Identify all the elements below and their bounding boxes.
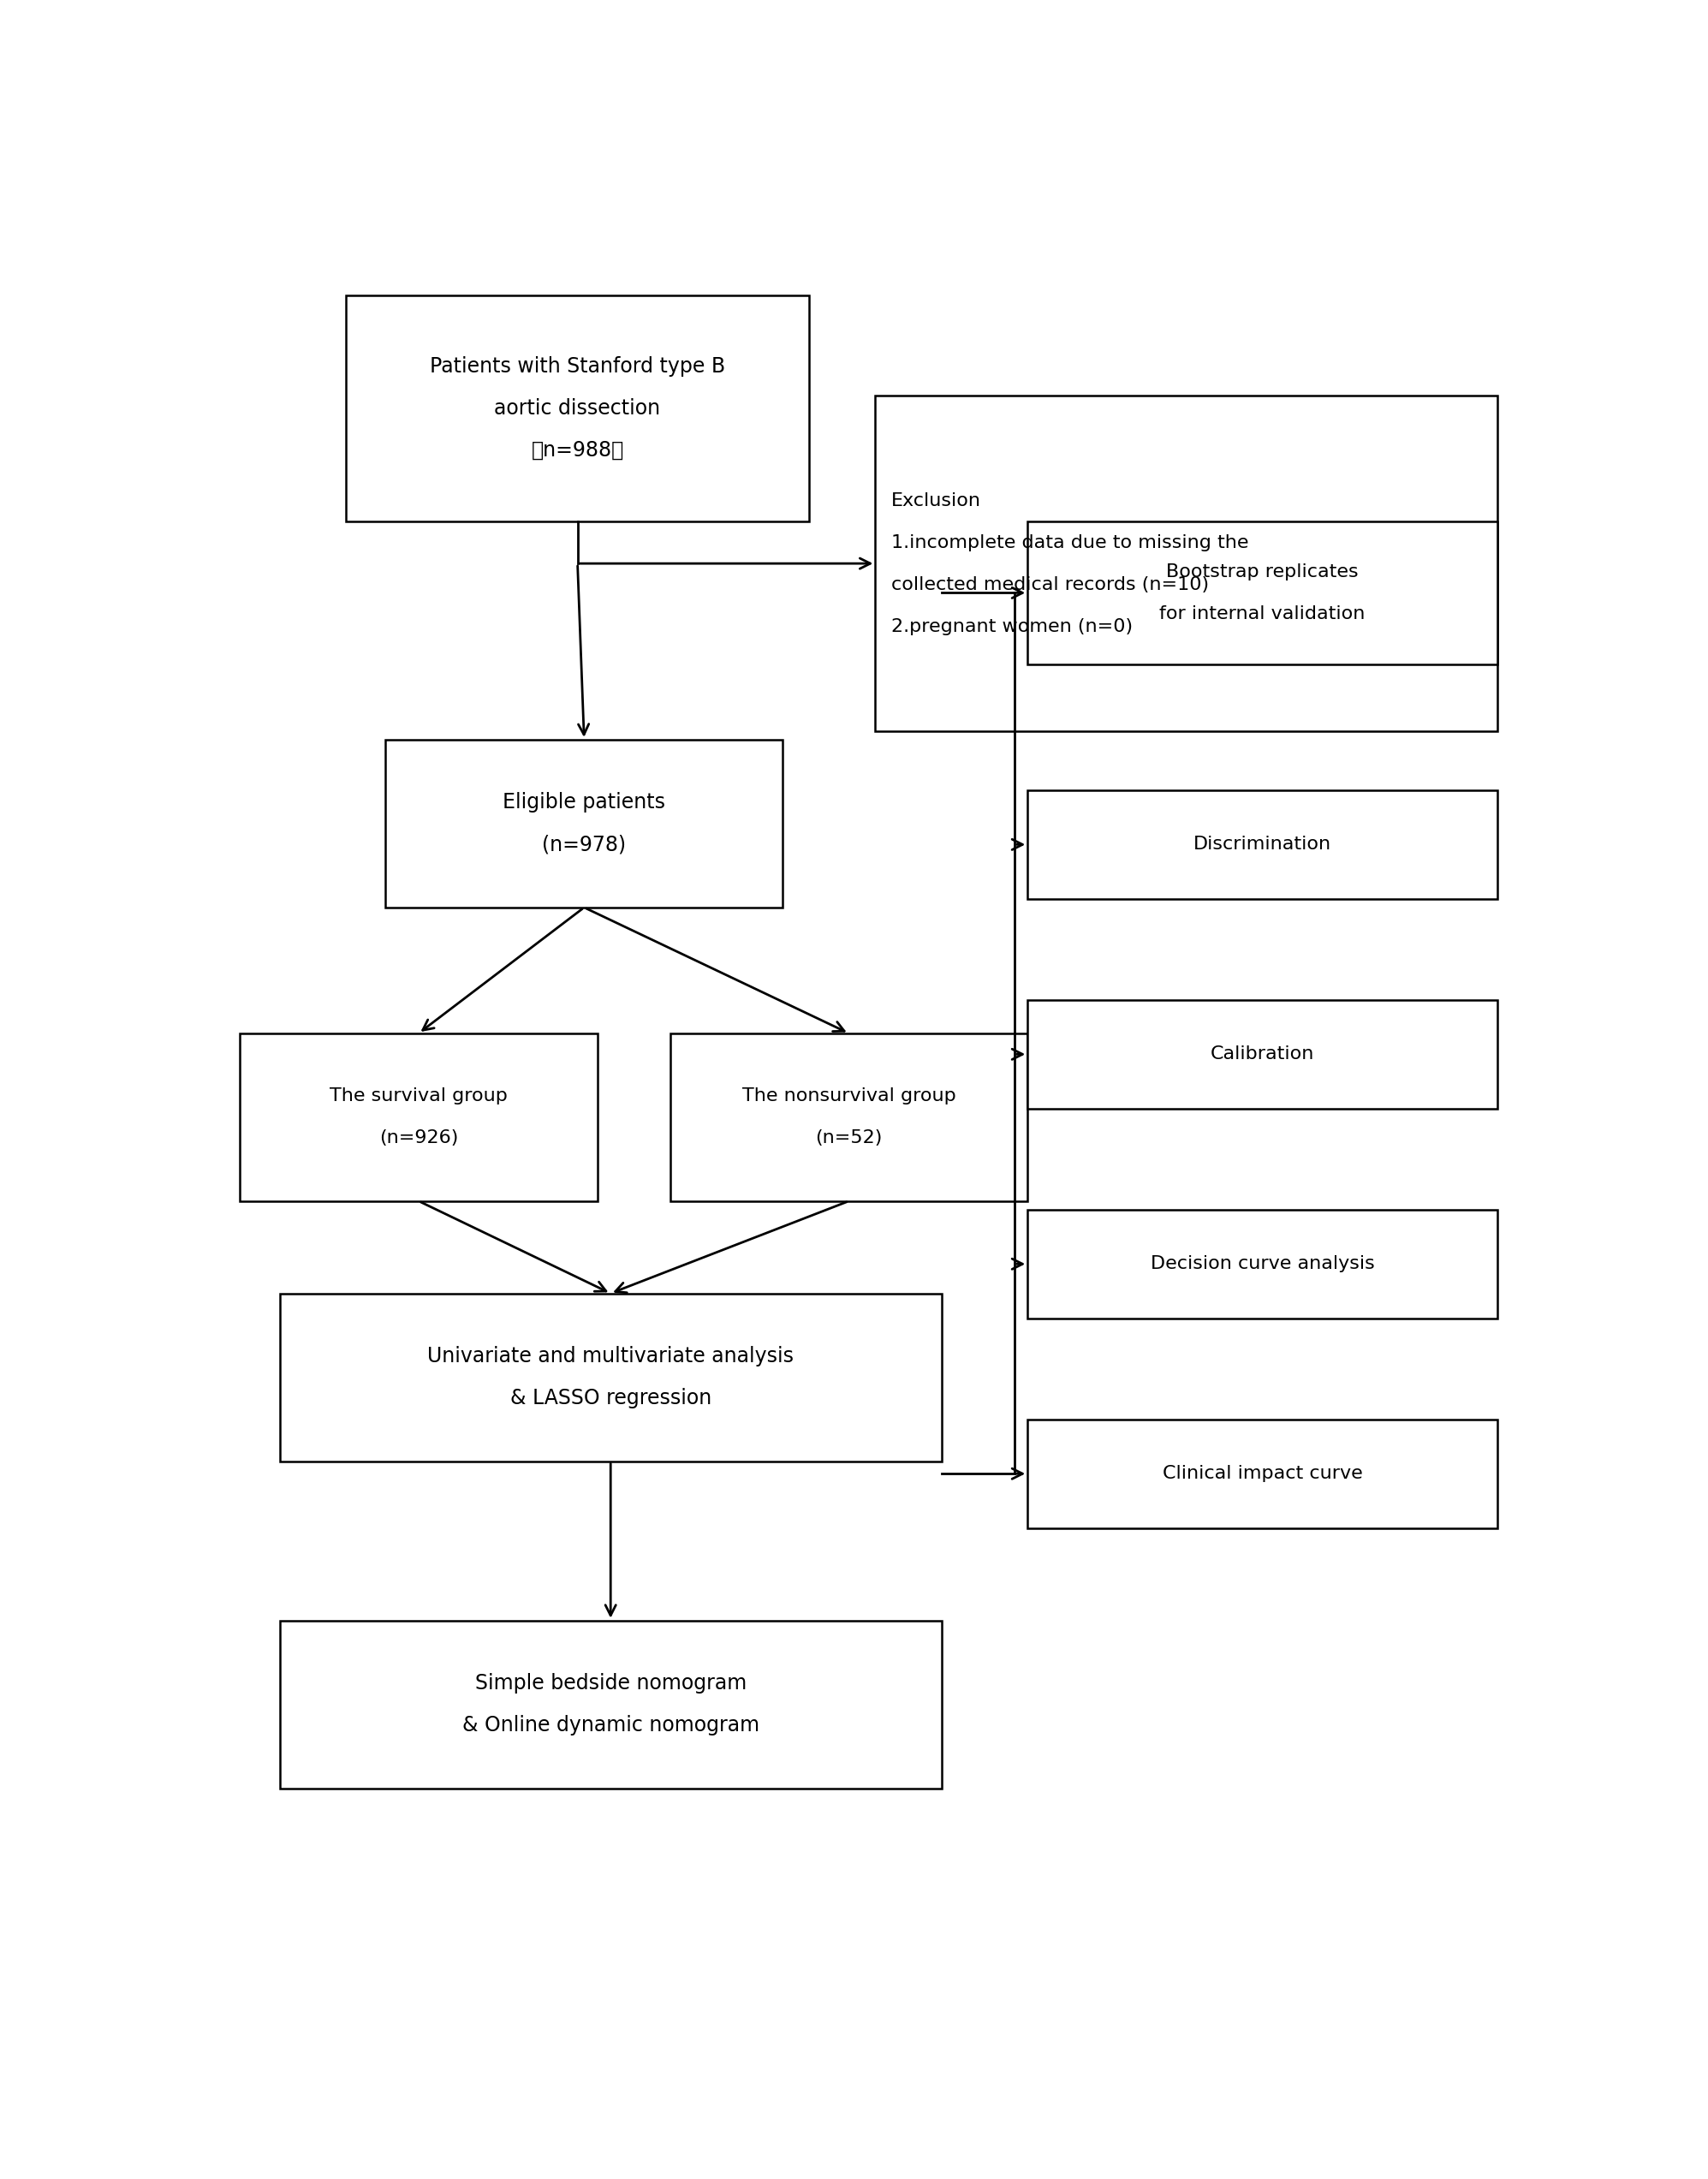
Text: Bootstrap replicates: Bootstrap replicates bbox=[1167, 564, 1358, 580]
FancyBboxPatch shape bbox=[1028, 1000, 1498, 1109]
Text: Patients with Stanford type B: Patients with Stanford type B bbox=[430, 355, 726, 377]
FancyBboxPatch shape bbox=[239, 1033, 598, 1201]
FancyBboxPatch shape bbox=[670, 1033, 1028, 1201]
Text: Simple bedside nomogram: Simple bedside nomogram bbox=[475, 1673, 746, 1693]
Text: Calibration: Calibration bbox=[1211, 1046, 1315, 1063]
Text: for internal validation: for internal validation bbox=[1160, 606, 1365, 623]
Text: The survival group: The survival group bbox=[330, 1087, 507, 1105]
Text: Eligible patients: Eligible patients bbox=[502, 793, 666, 813]
Text: Decision curve analysis: Decision curve analysis bbox=[1151, 1255, 1375, 1273]
Text: Clinical impact curve: Clinical impact curve bbox=[1163, 1464, 1363, 1482]
FancyBboxPatch shape bbox=[874, 397, 1498, 732]
FancyBboxPatch shape bbox=[1028, 1209, 1498, 1318]
Text: The nonsurvival group: The nonsurvival group bbox=[741, 1087, 956, 1105]
FancyBboxPatch shape bbox=[345, 294, 810, 521]
Text: (n=978): (n=978) bbox=[541, 835, 627, 854]
Text: Exclusion: Exclusion bbox=[892, 492, 980, 510]
Text: 2.pregnant women (n=0): 2.pregnant women (n=0) bbox=[892, 619, 1132, 634]
Text: （n=988）: （n=988） bbox=[531, 440, 623, 460]
Text: & Online dynamic nomogram: & Online dynamic nomogram bbox=[463, 1715, 758, 1737]
Text: (n=926): (n=926) bbox=[379, 1129, 458, 1146]
FancyBboxPatch shape bbox=[386, 739, 782, 906]
Text: & LASSO regression: & LASSO regression bbox=[511, 1388, 711, 1408]
FancyBboxPatch shape bbox=[1028, 521, 1498, 665]
FancyBboxPatch shape bbox=[1028, 791, 1498, 900]
Text: 1.incomplete data due to missing the: 1.incomplete data due to missing the bbox=[892, 534, 1249, 551]
FancyBboxPatch shape bbox=[1028, 1419, 1498, 1527]
FancyBboxPatch shape bbox=[280, 1294, 941, 1462]
Text: (n=52): (n=52) bbox=[815, 1129, 883, 1146]
Text: Discrimination: Discrimination bbox=[1194, 837, 1332, 854]
Text: aortic dissection: aortic dissection bbox=[494, 399, 661, 418]
Text: Univariate and multivariate analysis: Univariate and multivariate analysis bbox=[427, 1347, 794, 1366]
FancyBboxPatch shape bbox=[280, 1621, 941, 1789]
Text: collected medical records (n=10): collected medical records (n=10) bbox=[892, 575, 1209, 593]
